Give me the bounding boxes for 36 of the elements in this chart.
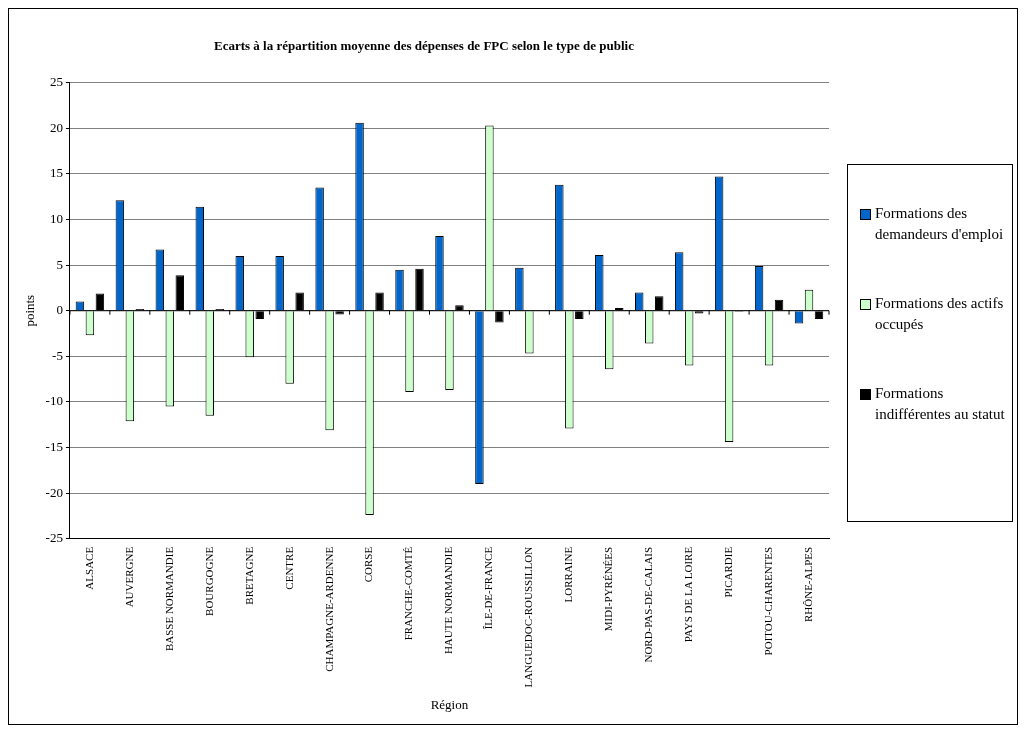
legend-label: Formations des actifs occupés bbox=[875, 294, 1005, 334]
x-tick-label: PICARDIE bbox=[722, 546, 735, 598]
x-tick-label: BRETAGNE bbox=[242, 546, 255, 605]
x-tick-label: LANGUEDOC-ROUSSILLON bbox=[522, 546, 535, 688]
y-tick-label: 0 bbox=[56, 302, 63, 318]
y-tick-label: 5 bbox=[56, 256, 63, 272]
x-tick-label: BOURGOGNE bbox=[202, 546, 215, 616]
x-tick-label: LORRAINE bbox=[562, 546, 575, 603]
x-tick-label: CORSE bbox=[362, 546, 375, 583]
x-tick-label: BASSE NORMANDIE bbox=[162, 546, 175, 652]
y-axis-title: points bbox=[22, 294, 38, 327]
y-tick-label: 10 bbox=[49, 210, 63, 226]
y-tick-label: -15 bbox=[45, 439, 63, 455]
x-tick-label: ALSACE bbox=[82, 546, 95, 590]
legend-label: Formations indifférentes au statut bbox=[875, 384, 1006, 424]
y-tick-label: 15 bbox=[49, 165, 63, 181]
x-tick-label: ÎLE-DE-FRANCE bbox=[482, 546, 495, 630]
x-tick-label: POITOU-CHARENTES bbox=[761, 546, 774, 656]
chart-title: Ecarts à la répartition moyenne des dépenses de FPC selon le type de public bbox=[214, 38, 635, 54]
x-axis-title: Région bbox=[430, 696, 469, 712]
x-tick-label: HAUTE NORMANDIE bbox=[442, 546, 455, 655]
x-tick-label: CENTRE bbox=[282, 546, 295, 590]
x-tick-label: FRANCHE-COMTÉ bbox=[402, 546, 415, 641]
x-tick-label: NORD-PAS-DE-CALAIS bbox=[642, 546, 655, 663]
y-tick-label: -10 bbox=[45, 393, 63, 409]
x-tick-label: AUVERGNE bbox=[122, 546, 135, 608]
y-tick-label: -20 bbox=[45, 484, 63, 500]
x-tick-label: CHAMPAGNE-ARDENNE bbox=[322, 546, 335, 672]
x-tick-label: MIDI-PYRÉNÉES bbox=[602, 546, 615, 632]
y-tick-label: 20 bbox=[49, 119, 63, 135]
y-tick-label: 25 bbox=[49, 74, 63, 90]
x-tick-label: PAYS DE LA LOIRE bbox=[682, 546, 695, 643]
y-tick-label: -25 bbox=[45, 530, 63, 546]
y-tick-label: -5 bbox=[52, 347, 63, 363]
x-tick-label: RHÔNE-ALPES bbox=[801, 546, 814, 623]
legend-label: Formations des demandeurs d'emploi bbox=[875, 204, 1005, 244]
